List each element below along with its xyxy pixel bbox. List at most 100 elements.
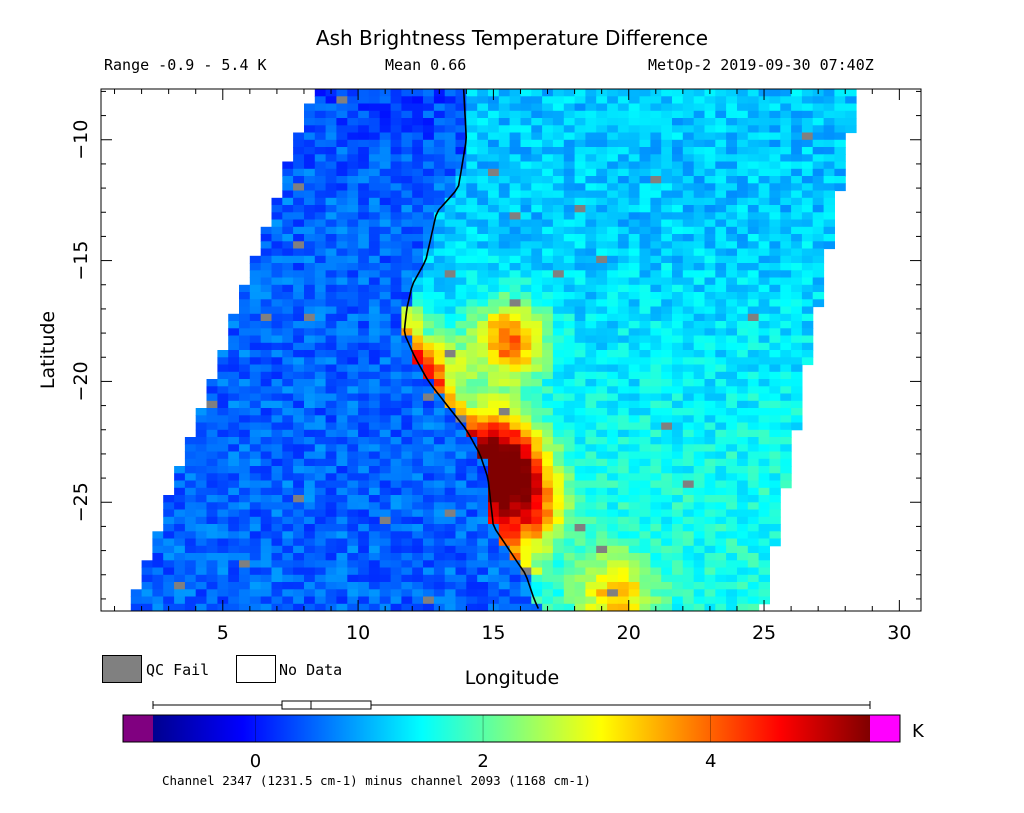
heatmap-cell: [423, 147, 435, 155]
heatmap-cell: [239, 531, 251, 540]
heatmap-cell: [217, 531, 229, 540]
heatmap-cell: [293, 538, 305, 547]
heatmap-cell: [174, 560, 186, 569]
heatmap-cell: [574, 219, 586, 228]
heatmap-cell: [249, 386, 262, 395]
heatmap-cell: [347, 205, 359, 213]
heatmap-cell: [271, 299, 283, 308]
heatmap-cell: [758, 132, 770, 141]
heatmap-cell: [401, 190, 413, 199]
heatmap-cell: [661, 284, 673, 293]
heatmap-cell: [444, 567, 457, 576]
heatmap-cell: [477, 596, 489, 605]
heatmap-cell: [423, 292, 435, 300]
heatmap-cell: [358, 451, 370, 460]
heatmap-cell: [542, 415, 554, 424]
heatmap-cell: [336, 364, 348, 373]
heatmap-cell: [682, 386, 695, 395]
heatmap-cell: [563, 183, 576, 192]
heatmap-cell: [726, 132, 738, 141]
heatmap-cell: [477, 234, 489, 242]
heatmap-cell: [758, 451, 770, 460]
heatmap-cell: [737, 197, 749, 206]
heatmap-cell: [628, 270, 641, 279]
heatmap-cell: [325, 234, 337, 242]
heatmap-cell: [368, 422, 381, 431]
heatmap-cell: [682, 190, 695, 199]
heatmap-cell: [444, 480, 457, 489]
heatmap-cell: [347, 574, 359, 583]
heatmap-cell: [628, 234, 641, 242]
heatmap-cell: [607, 574, 619, 583]
heatmap-cell: [693, 371, 706, 380]
heatmap-cell: [336, 313, 348, 322]
heatmap-cell: [477, 342, 489, 351]
heatmap-cell: [780, 154, 792, 163]
heatmap-cell: [563, 284, 576, 293]
heatmap-cell: [260, 277, 273, 286]
heatmap-cell: [293, 408, 305, 416]
heatmap-cell: [249, 473, 262, 482]
heatmap-cell: [704, 248, 716, 257]
heatmap-cell: [498, 502, 511, 511]
heatmap-cell: [455, 183, 467, 192]
heatmap-cell: [780, 197, 792, 206]
heatmap-cell: [401, 553, 413, 561]
heatmap-cell: [542, 357, 554, 366]
heatmap-cell: [628, 415, 641, 424]
heatmap-cell: [791, 255, 803, 264]
heatmap-cell: [293, 437, 305, 445]
heatmap-cell: [607, 408, 619, 416]
heatmap-cell: [650, 393, 662, 402]
heatmap-cell: [444, 350, 457, 358]
heatmap-cell: [271, 466, 283, 474]
heatmap-cell: [693, 197, 706, 206]
heatmap-cell: [444, 487, 457, 496]
heatmap-cell: [509, 466, 521, 474]
heatmap-cell: [401, 582, 413, 590]
heatmap-cell: [520, 553, 532, 561]
heatmap-cell: [293, 545, 305, 554]
heatmap-cell: [401, 560, 413, 569]
heatmap-cell: [650, 248, 662, 257]
heatmap-cell: [509, 531, 521, 540]
heatmap-cell: [552, 400, 565, 409]
heatmap-cell: [488, 567, 500, 576]
heatmap-cell: [747, 379, 760, 387]
heatmap-cell: [607, 422, 619, 431]
heatmap-cell: [239, 582, 251, 590]
heatmap-cell: [509, 335, 521, 344]
heatmap-cell: [325, 538, 337, 547]
heatmap-cell: [336, 553, 348, 561]
heatmap-cell: [271, 560, 283, 569]
heatmap-cell: [336, 386, 348, 395]
heatmap-cell: [390, 118, 402, 126]
heatmap-cell: [542, 168, 554, 177]
heatmap-cell: [715, 132, 727, 141]
heatmap-cell: [390, 451, 402, 460]
heatmap-cell: [628, 176, 641, 184]
heatmap-cell: [304, 335, 316, 344]
heatmap-cell: [390, 263, 402, 271]
heatmap-cell: [661, 270, 673, 279]
heatmap-cell: [769, 509, 781, 518]
heatmap-cell: [184, 473, 197, 482]
heatmap-cell: [260, 371, 273, 380]
heatmap-cell: [466, 386, 478, 395]
heatmap-cell: [423, 118, 435, 126]
heatmap-cell: [704, 350, 716, 358]
heatmap-cell: [358, 110, 370, 119]
heatmap-cell: [531, 168, 543, 177]
heatmap-cell: [769, 161, 781, 170]
heatmap-cell: [563, 226, 576, 235]
heatmap-cell: [715, 226, 727, 235]
heatmap-cell: [239, 306, 251, 315]
heatmap-cell: [455, 306, 467, 315]
heatmap-cell: [163, 531, 175, 540]
heatmap-cell: [747, 538, 760, 547]
heatmap-cell: [423, 103, 435, 112]
heatmap-cell: [228, 538, 240, 547]
heatmap-cell: [271, 342, 283, 351]
heatmap-cell: [347, 466, 359, 474]
heatmap-cell: [639, 241, 651, 250]
